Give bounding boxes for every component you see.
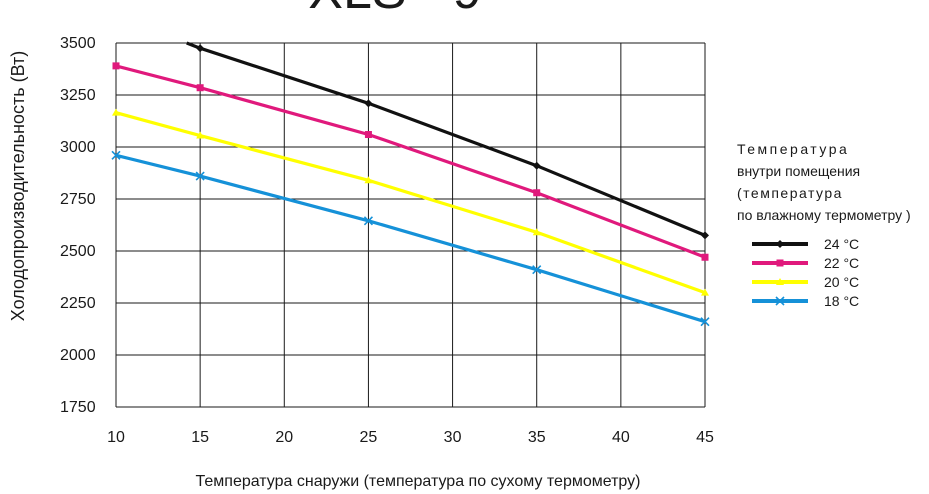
legend-label-2: 20 °C — [824, 274, 859, 290]
legend-label-3: 18 °C — [824, 293, 859, 309]
legend-title-line-4: по влажному термометру ) — [737, 207, 911, 223]
series-1-point-3 — [533, 189, 541, 197]
series-0 — [186, 41, 709, 240]
series-0-point-4 — [701, 231, 709, 240]
series-3-point-2 — [363, 216, 373, 226]
series-line-2 — [115, 111, 706, 295]
legend-marker-1 — [776, 259, 784, 267]
legend-entry-2: 20 °C — [752, 274, 859, 290]
series-2-point-2 — [364, 176, 373, 184]
series-2-point-1 — [196, 131, 205, 139]
series-1-point-0 — [112, 62, 120, 70]
series-3-point-4 — [700, 317, 710, 327]
series-1-point-2 — [364, 131, 372, 139]
x-tick-label-5: 35 — [528, 429, 546, 446]
series-line-0 — [186, 41, 706, 237]
series-lines — [111, 41, 710, 327]
legend-title-line-3: (температура — [737, 185, 843, 201]
y-axis-label: Холодопроизводительность (Вт) — [8, 51, 28, 321]
series-2-point-0 — [112, 108, 120, 116]
series-line-3 — [115, 153, 706, 324]
x-tick-label-6: 40 — [612, 429, 630, 446]
y-tick-label-3: 2750 — [60, 191, 96, 208]
x-tick-label-7: 45 — [696, 429, 714, 446]
series-0-point-1 — [196, 44, 205, 53]
y-tick-label-7: 1750 — [60, 399, 96, 416]
x-tick-label-3: 25 — [360, 429, 378, 446]
legend-title-line-1: Температура — [737, 141, 849, 157]
series-3 — [111, 150, 710, 327]
legend-marker-3 — [775, 296, 785, 306]
x-tick-label-4: 30 — [444, 429, 462, 446]
legend-entry-0: 24 °C — [752, 236, 859, 252]
y-tick-label-0: 3500 — [60, 35, 96, 52]
legend-entry-1: 22 °C — [752, 255, 859, 271]
series-0-point-3 — [532, 161, 541, 170]
legend-marker-2 — [776, 278, 784, 285]
series-3-point-3 — [532, 265, 542, 275]
legend-entry-3: 18 °C — [752, 293, 859, 309]
legend-title-line-2: внутри помещения — [737, 163, 860, 179]
series-1 — [112, 62, 709, 261]
chart-title: XLS - 9 — [308, 0, 481, 20]
series-3-point-0 — [111, 150, 121, 160]
series-0-point-2 — [364, 99, 373, 108]
x-axis-label: Температура снаружи (температура по сухо… — [196, 473, 641, 490]
legend-entries: 24 °C 22 °C 20 °C 18 °C — [752, 236, 859, 309]
x-tick-label-1: 15 — [191, 429, 209, 446]
legend-label-1: 22 °C — [824, 255, 859, 271]
series-3-point-1 — [195, 171, 205, 181]
series-2-point-4 — [701, 288, 709, 296]
y-tick-label-4: 2500 — [60, 243, 96, 260]
series-2-point-3 — [532, 228, 541, 236]
x-tick-label-0: 10 — [107, 429, 125, 446]
x-tick-label-2: 20 — [275, 429, 293, 446]
tick-labels: 3500 3250 3000 2750 2500 2250 2000 1750 10 15 20 25… — [60, 35, 714, 446]
series-1-point-1 — [196, 84, 204, 92]
series-1-point-4 — [701, 253, 709, 261]
legend-label-0: 24 °C — [824, 236, 859, 252]
y-tick-label-1: 3250 — [60, 87, 96, 104]
legend-marker-0 — [776, 240, 784, 248]
y-tick-label-6: 2000 — [60, 347, 96, 364]
legend: Температура внутри помещения (температур… — [737, 141, 911, 309]
y-tick-label-5: 2250 — [60, 295, 96, 312]
series-2 — [112, 108, 709, 296]
y-tick-label-2: 3000 — [60, 139, 96, 156]
